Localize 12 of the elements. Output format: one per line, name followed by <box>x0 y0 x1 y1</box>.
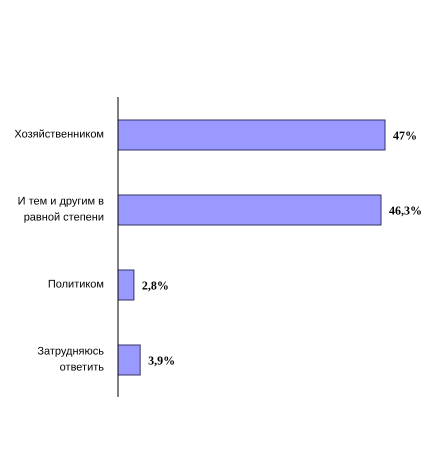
bar <box>118 120 386 150</box>
y-tick-label: Хозяйственником <box>14 128 104 140</box>
data-label: 46,3% <box>389 203 422 218</box>
bar <box>118 194 382 226</box>
bar <box>118 344 141 376</box>
y-tick-label: И тем и другим в равной степени <box>18 195 104 224</box>
y-tick-label: Политиком <box>48 278 104 290</box>
data-label: 2,8% <box>142 278 169 292</box>
data-label: 47% <box>393 128 417 142</box>
data-label: 3,9% <box>148 353 176 368</box>
bar <box>118 270 134 300</box>
y-tick-label: Затрудняюсь ответить <box>37 345 104 374</box>
